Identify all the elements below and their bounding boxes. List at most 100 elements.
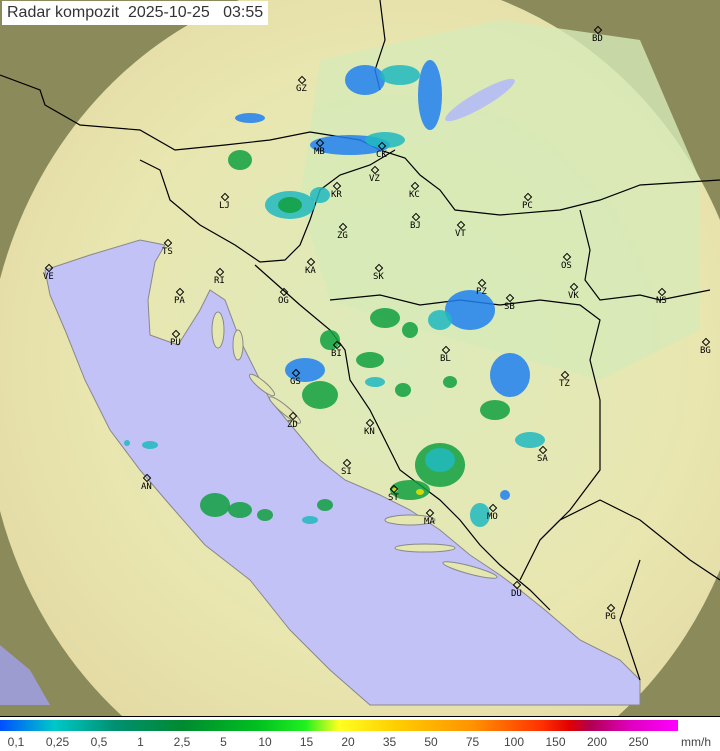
legend-value: 75 [465, 735, 480, 749]
lake-balaton [445, 78, 515, 122]
radar-echo [490, 353, 530, 397]
title-date: 2025-10-25 [127, 4, 210, 21]
radar-echo [228, 502, 252, 518]
radar-echo [302, 381, 338, 409]
city-label: BG [700, 346, 711, 356]
radar-echo [425, 448, 455, 472]
radar-map[interactable] [0, 0, 720, 717]
legend-color-bar [0, 720, 678, 731]
city-label: TS [162, 247, 173, 257]
city-label: NS [656, 296, 667, 306]
city-label: OS [561, 261, 572, 271]
radar-echo [142, 441, 158, 449]
city-label: CK [376, 150, 387, 160]
city-label: AN [141, 482, 152, 492]
city-label: PG [605, 612, 616, 622]
radar-echo [428, 310, 452, 330]
radar-echo [365, 132, 405, 148]
radar-echo [445, 290, 495, 330]
city-label: PZ [476, 287, 487, 297]
legend-value: 150 [545, 735, 566, 749]
radar-echo [443, 376, 457, 388]
radar-echo [418, 60, 442, 130]
city-label: MO [487, 512, 498, 522]
radar-echo [500, 490, 510, 500]
city-label: MB [314, 147, 325, 157]
radar-echo [285, 358, 325, 382]
islands [211, 311, 498, 579]
radar-echo [345, 65, 385, 95]
ionian-corner [0, 645, 50, 705]
radar-echo [416, 489, 424, 495]
radar-echo [365, 377, 385, 387]
city-label: BJ [410, 221, 421, 231]
radar-echo [480, 400, 510, 420]
radar-echo [228, 150, 252, 170]
radar-echo [370, 308, 400, 328]
legend-value: 35 [382, 735, 397, 749]
city-label: KN [364, 427, 375, 437]
radar-echo [310, 187, 330, 203]
title-time: 03:55 [223, 4, 264, 21]
legend-value: 100 [503, 735, 525, 749]
radar-echo [380, 65, 420, 85]
city-label: LJ [219, 201, 230, 211]
radar-echo [470, 503, 490, 527]
radar-echo [278, 197, 302, 213]
legend-value: 20 [341, 735, 355, 749]
legend-value: 50 [424, 735, 438, 749]
radar-echo [392, 488, 398, 492]
city-label: GS [290, 377, 301, 387]
radar-echoes [124, 60, 545, 527]
city-label: ZG [337, 231, 348, 241]
legend-value: 15 [299, 735, 314, 749]
radar-echo [200, 493, 230, 517]
legend-value: 200 [586, 735, 608, 749]
city-label: VK [568, 291, 579, 301]
legend-value: 0,5 [90, 735, 108, 749]
radar-echo [302, 516, 318, 524]
city-label: GZ [296, 84, 307, 94]
city-label: VZ [369, 174, 380, 184]
radar-echo [402, 322, 418, 338]
radar-echo [320, 330, 340, 350]
legend-value: 0,25 [45, 735, 70, 749]
city-label: OG [278, 296, 289, 306]
legend-value: 1 [137, 735, 144, 749]
radar-echo [235, 113, 265, 123]
city-label: VT [455, 229, 466, 239]
city-label: PC [522, 201, 533, 211]
radar-echo [395, 383, 411, 397]
radar-echo [515, 432, 545, 448]
city-label: PU [170, 338, 181, 348]
city-label: ZD [287, 420, 298, 430]
city-label: MA [424, 517, 435, 527]
legend-unit: mm/h [681, 735, 711, 749]
city-label: KC [409, 190, 420, 200]
city-label: SA [537, 454, 548, 464]
adriatic-sea [44, 239, 641, 706]
city-label: RI [214, 276, 225, 286]
city-label: BL [440, 354, 451, 364]
pannonian-plain [300, 20, 700, 380]
radar-echo [257, 509, 273, 521]
city-label: ST [388, 493, 399, 503]
city-label: DU [511, 589, 522, 599]
title-label: Radar kompozit [7, 4, 120, 21]
city-label: VE [43, 272, 54, 282]
legend-value: 5 [220, 735, 227, 749]
city-label: KR [331, 190, 342, 200]
legend-value: 2,5 [173, 735, 191, 749]
city-label: TZ [559, 379, 570, 389]
legend-value: 10 [258, 735, 272, 749]
city-label: BD [592, 34, 603, 44]
city-label: PA [174, 296, 185, 306]
city-label: SB [504, 302, 515, 312]
radar-echo [356, 352, 384, 368]
city-label: SK [373, 272, 384, 282]
city-label: KA [305, 266, 316, 276]
radar-title: Radar kompozit 2025-10-25 03:55 [2, 1, 268, 25]
legend-value: 0,1 [7, 735, 25, 749]
radar-echo [317, 499, 333, 511]
